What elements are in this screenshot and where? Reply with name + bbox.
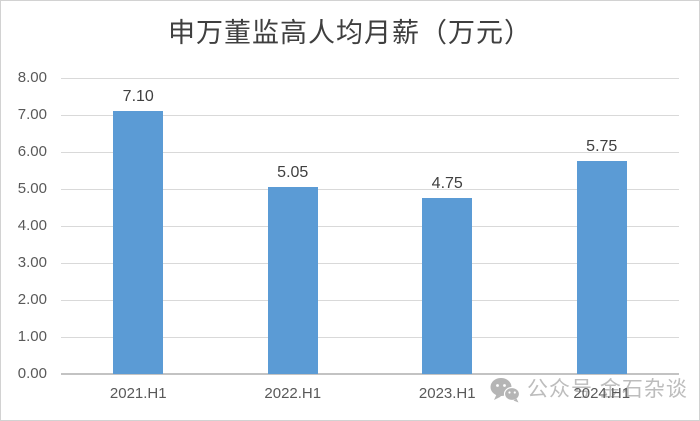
gridline (61, 78, 679, 79)
bar (422, 198, 473, 374)
gridline (61, 337, 679, 338)
gridline (61, 115, 679, 116)
bar-value-label: 5.05 (277, 164, 309, 182)
chart-title: 申万董监高人均月薪（万元） (168, 18, 532, 48)
bar-value-label: 4.75 (431, 175, 463, 193)
y-axis-tick-label: 3.00 (17, 254, 47, 271)
bar-value-label: 5.75 (586, 138, 618, 156)
y-axis-tick-label: 1.00 (17, 328, 47, 345)
x-axis-category-label: 2021.H1 (109, 385, 167, 402)
x-axis-category-label: 2023.H1 (418, 385, 476, 402)
y-axis-tick-label: 2.00 (17, 291, 47, 308)
wechat-icon (490, 378, 520, 403)
watermark: 公众号 金石杂谈 (490, 377, 688, 403)
y-axis-tick-label: 6.00 (17, 143, 47, 160)
gridline (61, 300, 679, 301)
x-axis-category-label: 2024.H1 (573, 385, 631, 402)
y-axis-tick-label: 4.00 (17, 217, 47, 234)
gridline (61, 189, 679, 190)
y-axis-tick-label: 8.00 (17, 69, 47, 86)
x-axis-category-label: 2022.H1 (264, 385, 322, 402)
bar (576, 161, 627, 374)
y-axis: 0.00 1.00 2.00 3.00 4.00 5.00 6.00 7.00 8.00 (1, 69, 47, 382)
y-axis-tick-label: 5.00 (17, 180, 47, 197)
gridline (61, 263, 679, 264)
x-axis-line (61, 373, 679, 375)
bar (113, 111, 164, 374)
bar-value-label: 7.10 (122, 88, 154, 106)
y-axis-tick-label: 7.00 (17, 106, 47, 123)
watermark-text: 公众号 金石杂谈 (527, 378, 688, 401)
gridline (61, 226, 679, 227)
bar (267, 187, 318, 374)
gridline (61, 152, 679, 153)
y-axis-tick-label: 0.00 (17, 365, 47, 382)
plot-area: 7.10 2021.H1 5.05 2022.H1 4.75 2023.H1 5.75 202… (61, 78, 679, 402)
